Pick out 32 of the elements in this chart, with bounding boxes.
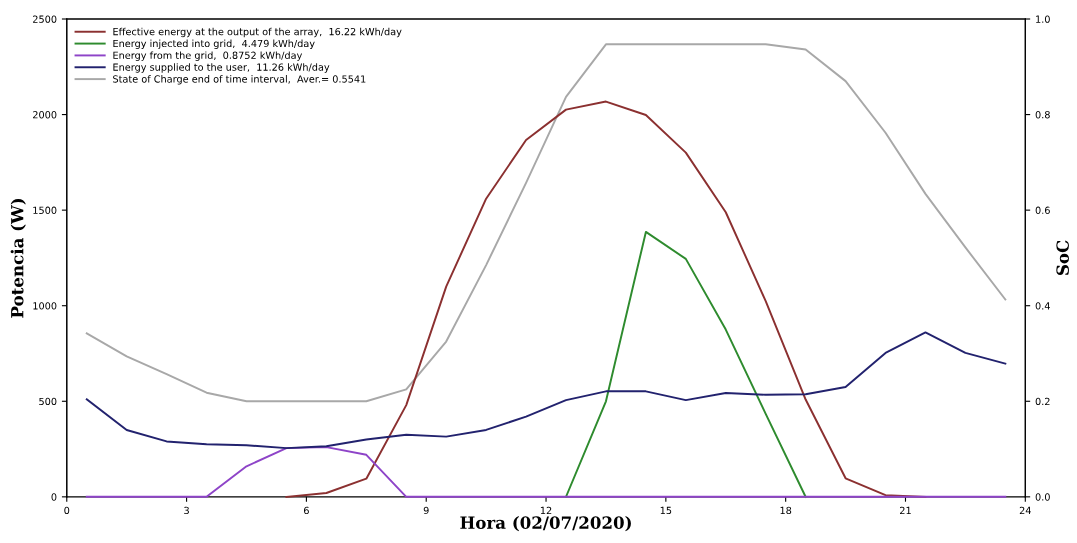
x-axis-title: Hora (02/07/2020) — [460, 515, 631, 532]
y2-tick-label: 0.4 — [1035, 302, 1050, 310]
y2-tick-label: 0.8 — [1035, 111, 1050, 119]
y2-axis-title: SoC — [1056, 240, 1069, 276]
x-tick-label: 0 — [64, 506, 70, 515]
legend-label: Effective energy at the output of the array, 16.22 kWh/day — [113, 27, 402, 38]
y-tick-label: 2500 — [33, 15, 57, 23]
x-tick-label: 3 — [184, 506, 189, 515]
y-tick-label: 2000 — [33, 111, 57, 119]
line-series — [85, 446, 1007, 498]
legend-label: Energy from the grid, 0.8752 kWh/day — [113, 51, 303, 61]
y2-tick-label: 0.0 — [1035, 493, 1050, 501]
legend-label: Energy injected into grid, 4.479 kWh/day — [113, 39, 315, 49]
legend-label: State of Charge end of time interval, Aver.= 0.5541 — [113, 75, 366, 85]
y-tick-label: 1500 — [33, 206, 57, 214]
y-axis-title: Potencia (W) — [10, 198, 26, 318]
x-tick-label: 9 — [423, 506, 429, 515]
x-tick-label: 18 — [780, 506, 792, 515]
legend-label: Energy supplied to the user, 11.26 kWh/day — [113, 63, 330, 73]
x-tick-label: 21 — [900, 506, 911, 514]
x-tick-label: 24 — [1019, 506, 1031, 514]
y-tick-label: 1000 — [33, 302, 57, 310]
y-tick-label: 500 — [39, 397, 57, 406]
y-tick-label: 0 — [51, 493, 57, 501]
y2-tick-label: 1.0 — [1036, 15, 1050, 23]
x-tick-label: 6 — [303, 506, 309, 515]
x-tick-label: 15 — [660, 506, 672, 515]
line-series — [85, 331, 1007, 450]
y2-tick-label: 0.6 — [1035, 206, 1050, 214]
x-tick-label: 12 — [540, 506, 552, 514]
y2-tick-label: 0.2 — [1035, 397, 1050, 406]
line-series — [565, 230, 807, 498]
